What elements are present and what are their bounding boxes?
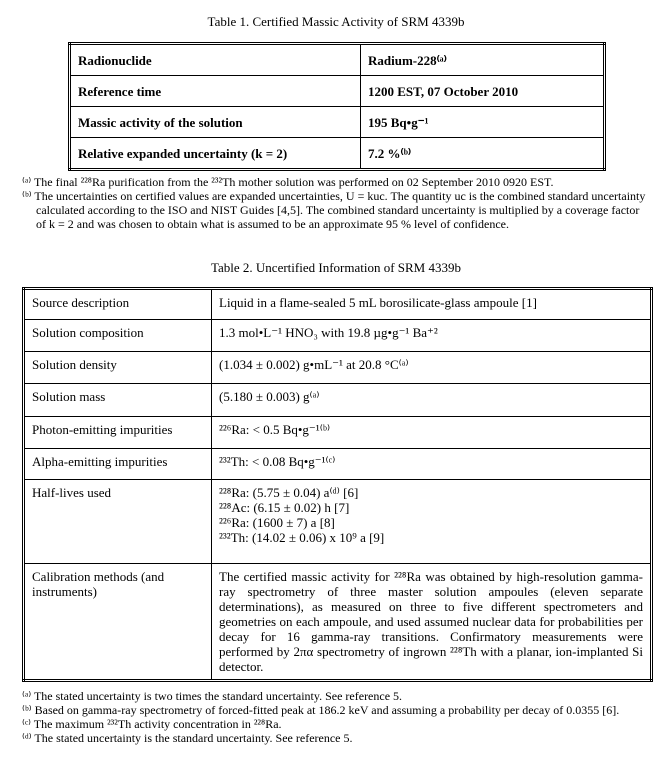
table-row: Source description Liquid in a flame-seal… [23, 288, 652, 320]
table-row: Half-lives used ²²⁸Ra: (5.75 ± 0.04) a⁽ᵈ… [23, 479, 652, 564]
half-life: ²²⁸Ra: (5.75 ± 0.04) a⁽ᵈ⁾ [6] [219, 485, 359, 500]
half-life: ²³²Th: (14.02 ± 0.06) x 10⁹ a [9] [219, 530, 385, 545]
row-value: (1.034 ± 0.002) g•mL⁻¹ at 20.8 °C⁽ᵃ⁾ [211, 351, 652, 384]
row-value: The certified massic activity for ²²⁸Ra … [211, 563, 652, 681]
table1-footnotes: ⁽ᵃ⁾ The final ²²⁸Ra purification from th… [22, 175, 652, 231]
table2-caption: Table 2. Uncertified Information of SRM … [210, 260, 461, 275]
row-value: ²³²Th: < 0.08 Bq•g⁻¹⁽ᶜ⁾ [211, 448, 652, 480]
table-row: Solution mass (5.180 ± 0.003) g⁽ᵃ⁾ [23, 383, 652, 417]
row-label: Massic activity of the solution [69, 106, 361, 138]
row-value: 1.3 mol•L⁻¹ HNO₃ with 19.8 µg•g⁻¹ Ba⁺² [211, 319, 652, 352]
table-row: Relative expanded uncertainty (k = 2) 7.2… [69, 137, 605, 170]
table-row: Solution composition 1.3 mol•L⁻¹ HNO₃ wit… [23, 319, 652, 352]
row-value: Liquid in a flame-sealed 5 mL borosilica… [211, 288, 652, 320]
row-label: Solution mass [23, 383, 212, 417]
half-life: ²²⁸Ac: (6.15 ± 0.02) h [7] [219, 500, 350, 515]
row-label: Radionuclide [69, 43, 361, 76]
row-value: 195 Bq•g⁻¹ [360, 106, 605, 138]
row-label: Photon-emitting impurities [23, 416, 212, 449]
table-row: Reference time 1200 EST, 07 October 2010 [69, 75, 605, 107]
uncertified-info-table: Source description Liquid in a flame-seal… [22, 287, 653, 682]
footnote: ⁽ᵇ⁾ The uncertainties on certified value… [22, 189, 646, 231]
table-row: Calibration methods (and instruments) The… [23, 563, 652, 681]
table2-footnotes: ⁽ᵃ⁾ The stated uncertainty is two times … [22, 689, 652, 745]
row-value: Radium-228⁽ᵃ⁾ [360, 43, 605, 76]
footnote: ⁽ᵈ⁾ The stated uncertainty is the standa… [22, 731, 353, 745]
footnote: ⁽ᵃ⁾ The final ²²⁸Ra purification from th… [22, 175, 554, 189]
row-label: Reference time [69, 75, 361, 107]
row-label: Solution density [23, 351, 212, 384]
row-value: ²²⁸Ra: (5.75 ± 0.04) a⁽ᵈ⁾ [6] ²²⁸Ac: (6.… [211, 479, 652, 564]
row-label: Relative expanded uncertainty (k = 2) [69, 137, 361, 170]
row-value: (5.180 ± 0.003) g⁽ᵃ⁾ [211, 383, 652, 417]
table1-caption: Table 1. Certified Massic Activity of SR… [207, 14, 465, 29]
row-label: Half-lives used [23, 479, 212, 564]
row-value: 1200 EST, 07 October 2010 [360, 75, 605, 107]
table-row: Radionuclide Radium-228⁽ᵃ⁾ [69, 43, 605, 76]
table-row: Alpha-emitting impurities ²³²Th: < 0.08 B… [23, 448, 652, 480]
table-row: Photon-emitting impurities ²²⁶Ra: < 0.5 B… [23, 416, 652, 449]
row-value: ²²⁶Ra: < 0.5 Bq•g⁻¹⁽ᵇ⁾ [211, 416, 652, 449]
table-row: Solution density (1.034 ± 0.002) g•mL⁻¹ a… [23, 351, 652, 384]
row-label: Source description [23, 288, 212, 320]
row-label: Solution composition [23, 319, 212, 352]
footnote: ⁽ᵇ⁾ Based on gamma-ray spectrometry of f… [22, 703, 620, 717]
row-label: Alpha-emitting impurities [23, 448, 212, 480]
row-label: Calibration methods (and instruments) [23, 563, 212, 681]
table-row: Massic activity of the solution 195 Bq•g⁻… [69, 106, 605, 138]
row-value: 7.2 %⁽ᵇ⁾ [360, 137, 605, 170]
half-life: ²²⁶Ra: (1600 ± 7) a [8] [219, 515, 335, 530]
footnote: ⁽ᶜ⁾ The maximum ²³²Th activity concentra… [22, 717, 282, 731]
certified-activity-table: Radionuclide Radium-228⁽ᵃ⁾ Reference time… [68, 42, 606, 171]
footnote: ⁽ᵃ⁾ The stated uncertainty is two times … [22, 689, 403, 703]
